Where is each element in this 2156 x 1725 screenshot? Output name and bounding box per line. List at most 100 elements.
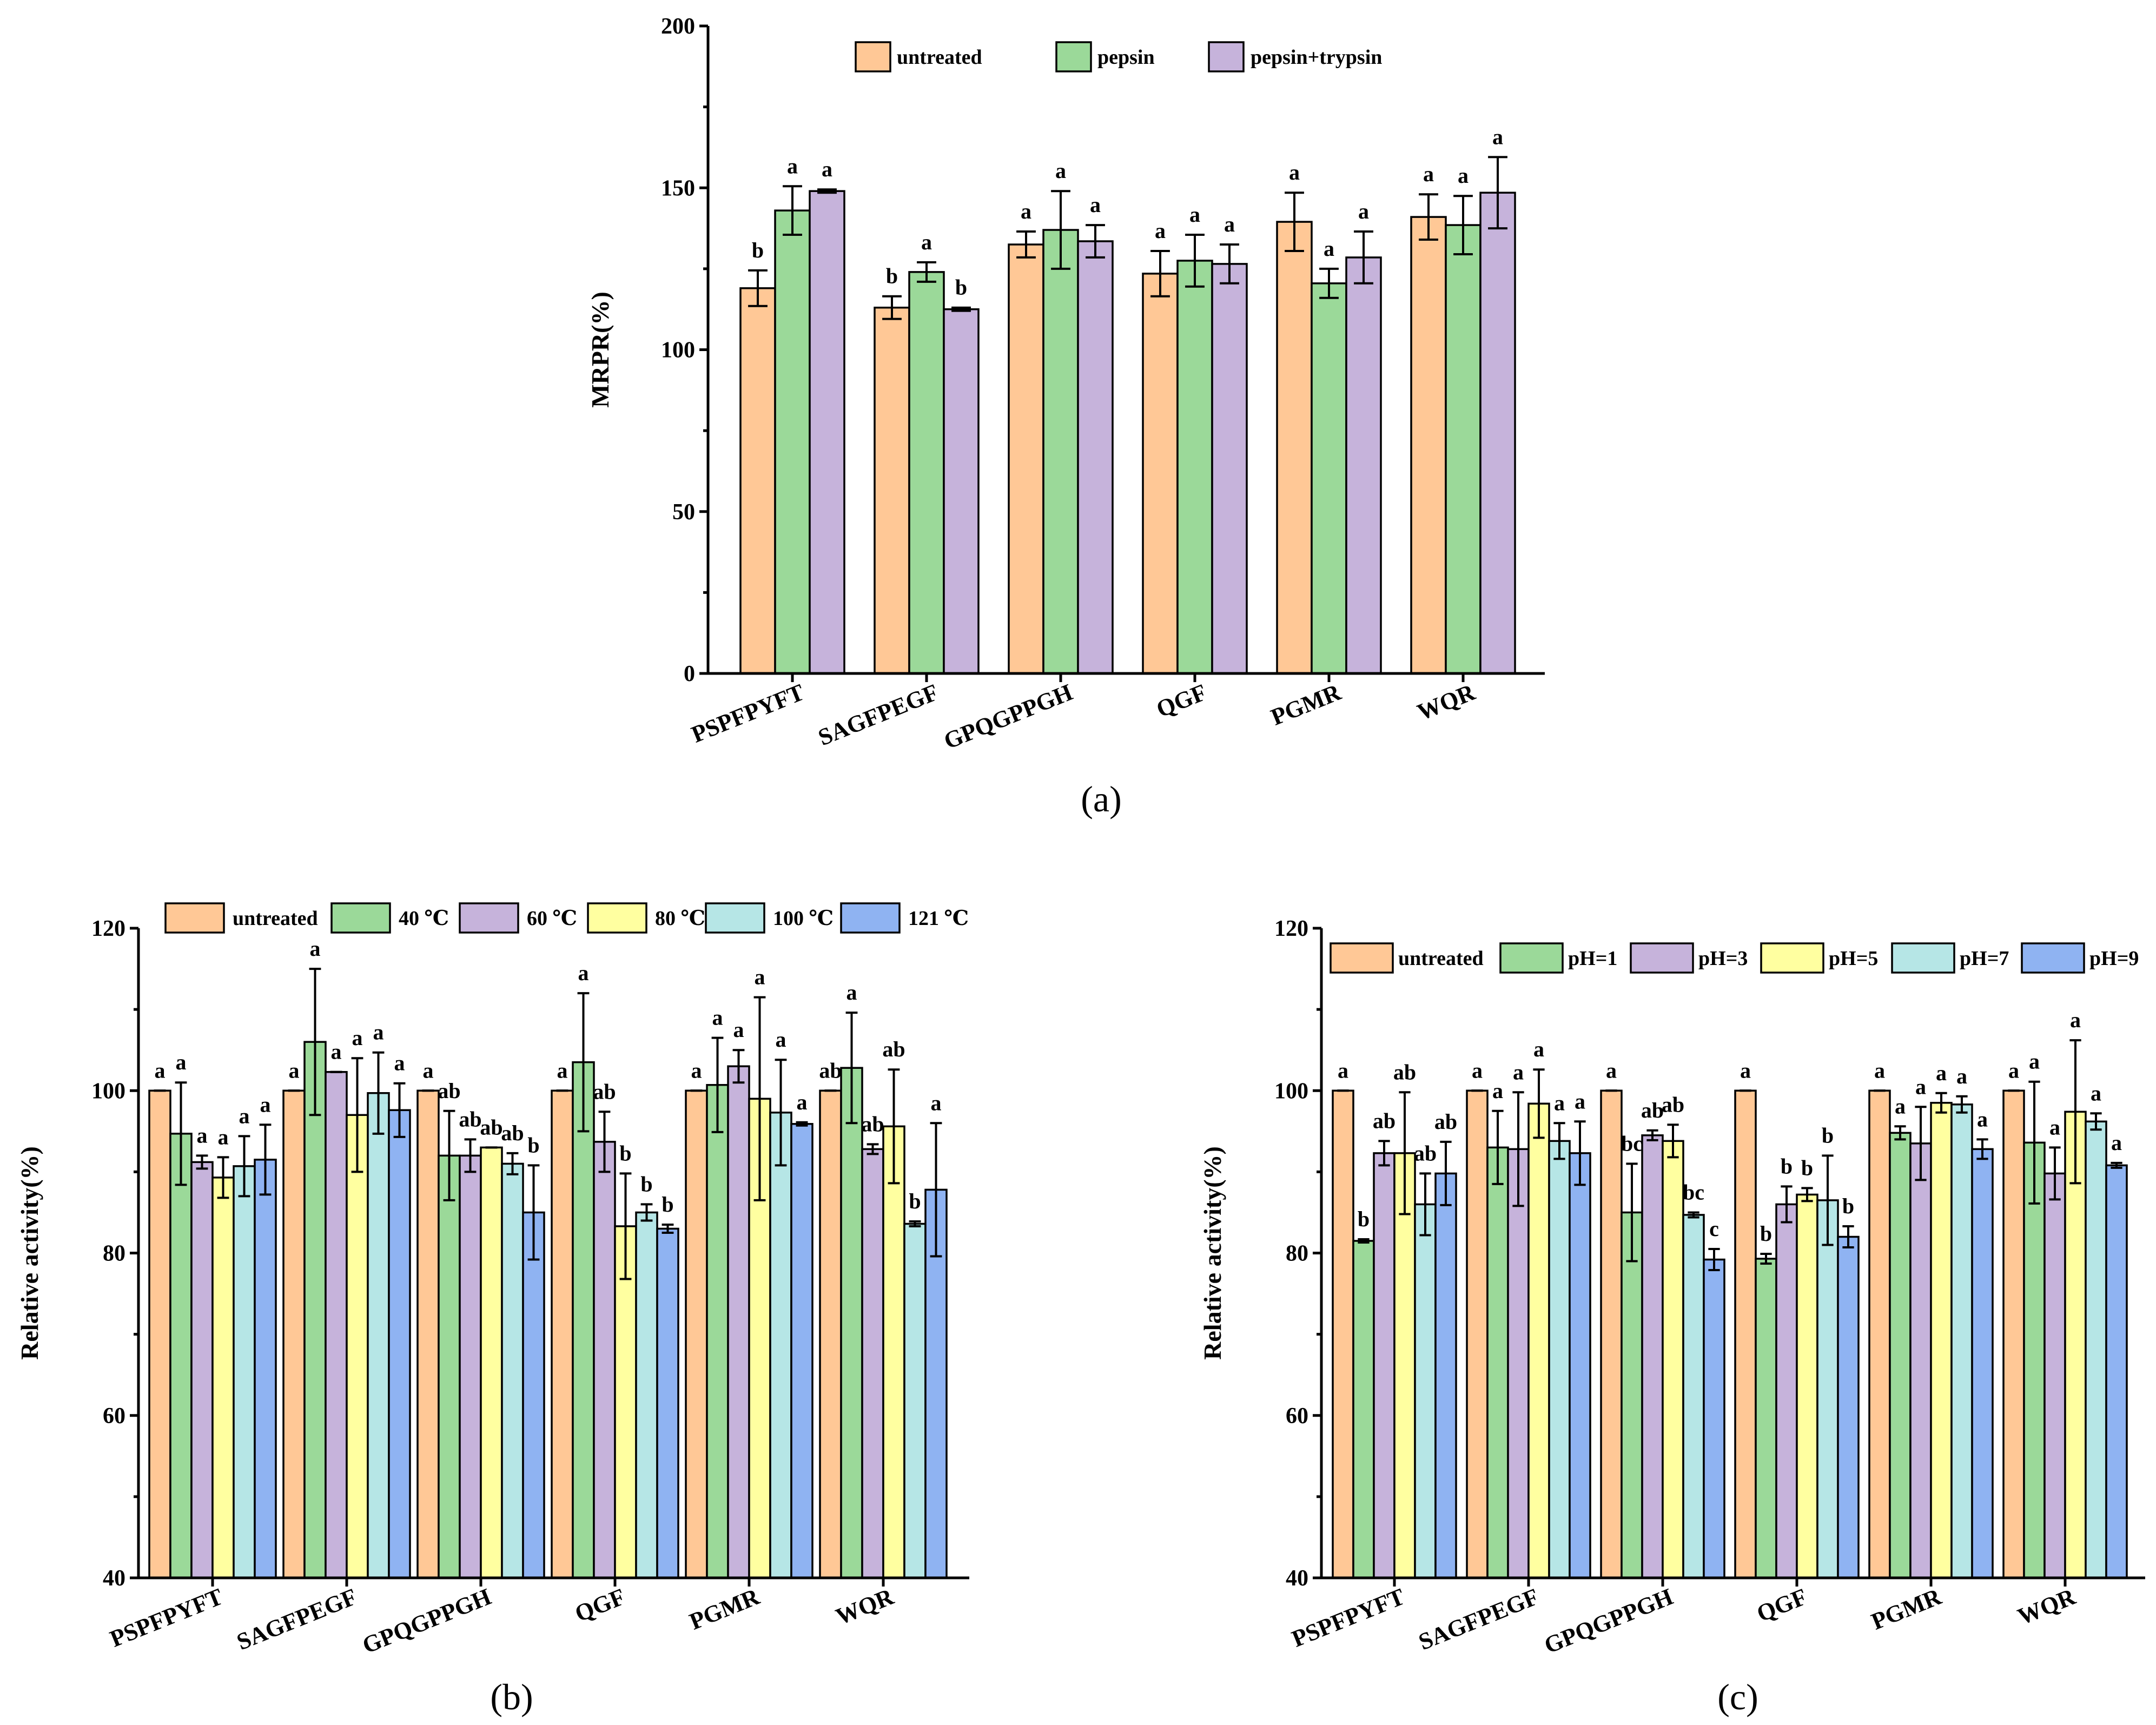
bar-t121-pgmr xyxy=(790,1123,814,1579)
bar-t121-sagfpegf xyxy=(388,1109,411,1579)
bar-ph9-qgf xyxy=(1837,1235,1860,1579)
significance-letter: a xyxy=(1606,1058,1617,1082)
y-tick-label: 80 xyxy=(1286,1241,1308,1266)
bar-ph9-pgmr xyxy=(1971,1148,1994,1579)
bar-ph1-sagfpegf xyxy=(1486,1146,1509,1579)
bar-untreated-wqr xyxy=(1410,216,1447,675)
legend-swatch-untreated xyxy=(164,902,225,934)
significance-letter: c xyxy=(1709,1217,1719,1241)
legend-swatch-t60 xyxy=(459,902,519,934)
bar-pepsin_trypsin-pgmr xyxy=(1345,256,1382,675)
bar-t40-gpqgppgh xyxy=(438,1154,461,1579)
significance-letter: a xyxy=(2111,1131,2122,1155)
significance-letter: a xyxy=(557,1058,568,1082)
bar-ph3-gpqgppgh xyxy=(1641,1134,1664,1579)
bar-t100-pspfpyft xyxy=(233,1165,256,1579)
significance-letter: a xyxy=(2070,1008,2081,1032)
legend: untreated pH=1 pH=3 pH=5 pH=7 pH=9 xyxy=(1330,942,2139,974)
x-tick-label-gpqgppgh: GPQGPPGH xyxy=(1540,1583,1677,1659)
significance-letter: ab xyxy=(1373,1108,1396,1133)
significance-letter: a xyxy=(1324,236,1334,261)
significance-letter: a xyxy=(1554,1090,1565,1115)
significance-letter: a xyxy=(394,1051,405,1075)
y-axis-title: Relative activity(%) xyxy=(1199,1146,1226,1360)
x-tick-label-pspfpyft: PSPFPYFT xyxy=(1288,1583,1408,1653)
bar-t100-pgmr xyxy=(769,1112,792,1579)
bar-pepsin_trypsin-wqr xyxy=(1479,191,1516,675)
significance-letter: a xyxy=(1513,1060,1524,1084)
significance-letter: a xyxy=(197,1123,208,1147)
legend-swatch-ph5 xyxy=(1760,942,1824,974)
y-tick-label: 50 xyxy=(672,500,695,525)
legend-swatch-t100 xyxy=(705,902,765,934)
significance-letter: ab xyxy=(459,1107,481,1131)
significance-letter: a xyxy=(712,1006,723,1030)
legend-swatch-untreated xyxy=(855,41,891,72)
legend-label-untreated: untreated xyxy=(233,907,318,930)
y-tick-label: 150 xyxy=(661,176,695,201)
significance-letter: b xyxy=(909,1189,921,1213)
bar-ph1-pgmr xyxy=(1889,1132,1912,1579)
legend-label-ph9: pH=9 xyxy=(2089,947,2139,970)
bar-untreated-gpqgppgh xyxy=(416,1089,440,1579)
legend-label-pepsin: pepsin xyxy=(1097,46,1155,69)
bar-untreated-pgmr xyxy=(1868,1089,1891,1579)
significance-letter: a xyxy=(331,1040,342,1064)
significance-letter: ab xyxy=(1641,1098,1664,1122)
significance-letter: ab xyxy=(1414,1141,1437,1165)
y-tick-label: 40 xyxy=(1286,1566,1308,1591)
bar-untreated-pgmr xyxy=(685,1089,708,1579)
bar-t80-gpqgppgh xyxy=(480,1146,503,1579)
bar-t60-gpqgppgh xyxy=(459,1154,482,1579)
significance-letter: a xyxy=(289,1058,300,1082)
x-tick-label-gpqgppgh: GPQGPPGH xyxy=(359,1583,495,1659)
bar-ph3-pspfpyft xyxy=(1373,1152,1396,1579)
legend-label-t40: 40 ℃ xyxy=(399,907,449,930)
bar-pepsin-sagfpegf xyxy=(908,271,945,675)
bar-t121-gpqgppgh xyxy=(522,1211,545,1579)
significance-letter: ab xyxy=(882,1037,905,1061)
panel-caption: (c) xyxy=(1717,1676,1758,1717)
significance-letter: a xyxy=(1740,1058,1751,1082)
significance-letter: a xyxy=(2029,1049,2040,1074)
bar-t100-qgf xyxy=(635,1211,658,1579)
x-tick-label-sagfpegf: SAGFPEGF xyxy=(233,1583,361,1655)
significance-letter: a xyxy=(931,1090,942,1115)
x-tick-label-pspfpyft: PSPFPYFT xyxy=(106,1583,226,1653)
bar-t121-qgf xyxy=(656,1227,679,1579)
legend-label-ph3: pH=3 xyxy=(1698,947,1748,970)
bar-untreated-pspfpyft xyxy=(1332,1089,1354,1579)
significance-letter: ab xyxy=(819,1058,842,1082)
bar-untreated-sagfpegf xyxy=(874,306,910,675)
significance-letter: a xyxy=(373,1020,384,1045)
x-tick-label-qgf: QGF xyxy=(571,1583,629,1627)
bar-pepsin_trypsin-qgf xyxy=(1211,263,1248,675)
bar-ph3-qgf xyxy=(1775,1203,1798,1579)
y-tick-label: 80 xyxy=(103,1241,125,1266)
legend-swatch-ph3 xyxy=(1630,942,1694,974)
bar-t40-wqr xyxy=(840,1067,863,1579)
significance-letter: a xyxy=(797,1090,808,1114)
significance-letter: bc xyxy=(1683,1180,1704,1204)
bar-ph5-pgmr xyxy=(1930,1102,1953,1579)
y-axis-title: MRPR(%) xyxy=(586,292,614,408)
bar-ph9-sagfpegf xyxy=(1569,1152,1591,1579)
y-tick-label: 100 xyxy=(91,1079,125,1103)
significance-letter: a xyxy=(1155,219,1166,243)
significance-letter: a xyxy=(1358,199,1369,223)
legend-swatch-untreated xyxy=(1330,942,1394,974)
bar-untreated-gpqgppgh xyxy=(1008,243,1044,675)
chart-b: a a a a a abaaabaaaaaababaabaaabbaabaaabbabaa… xyxy=(16,902,969,1717)
significance-letter: b xyxy=(619,1141,631,1165)
panel-caption: (a) xyxy=(1081,778,1121,819)
significance-letter: a xyxy=(846,980,857,1004)
chart-c: a a a a a ababcbaaabaabbaaabaabbaaababcbaaaba… xyxy=(1199,916,2145,1717)
bar-ph5-qgf xyxy=(1796,1193,1818,1579)
bar-pepsin-pgmr xyxy=(1311,282,1347,675)
bar-pepsin_trypsin-sagfpegf xyxy=(943,308,980,675)
legend-label-t80: 80 ℃ xyxy=(655,907,705,930)
bar-untreated-pgmr xyxy=(1276,221,1313,675)
panel-caption: (b) xyxy=(490,1676,533,1717)
bar-ph1-pspfpyft xyxy=(1352,1240,1375,1579)
legend: untreated pepsin pepsin+trypsin xyxy=(855,41,1382,72)
